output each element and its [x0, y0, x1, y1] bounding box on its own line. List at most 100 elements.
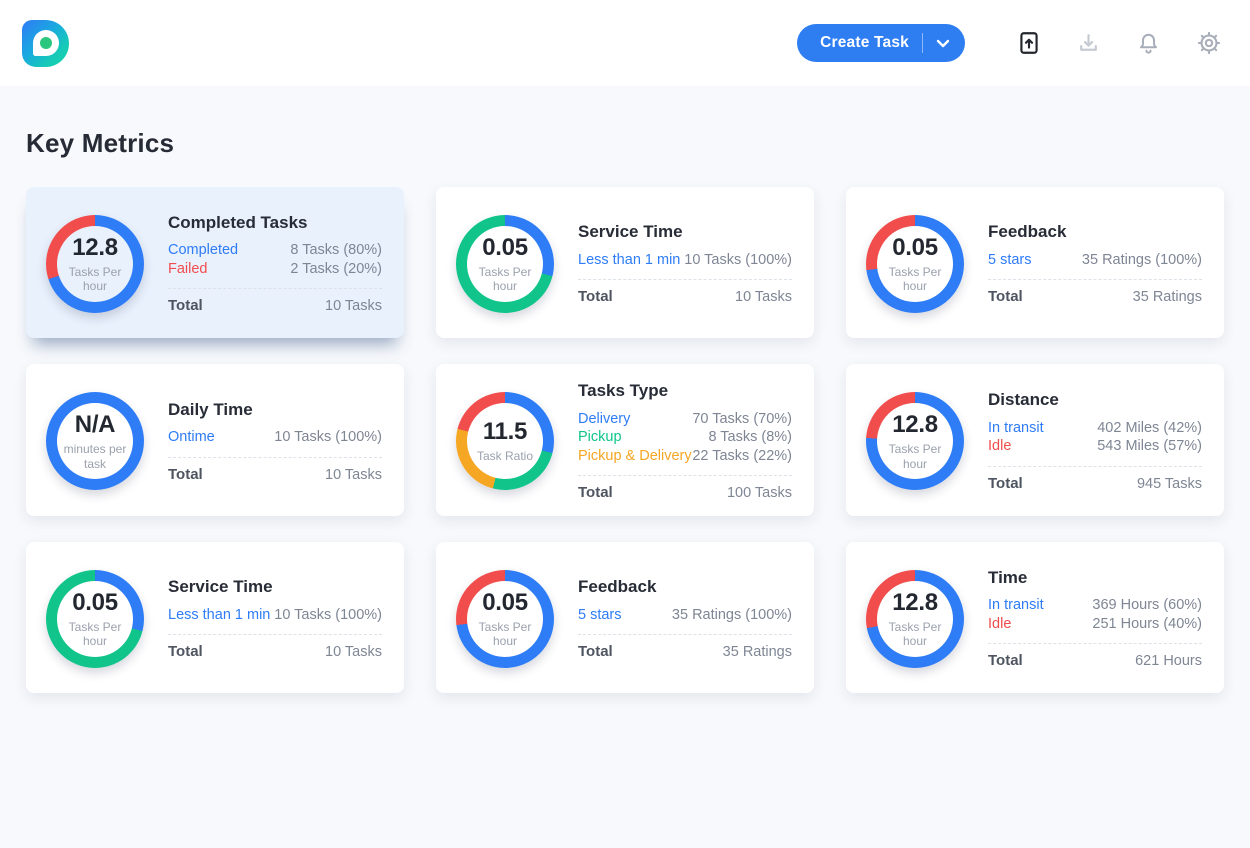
metric-value: 8 Tasks (80%) [290, 242, 382, 259]
metric-label[interactable]: Pickup & Delivery [578, 447, 692, 464]
metric-value: 22 Tasks (22%) [692, 447, 792, 464]
total-row: Total 10 Tasks [168, 297, 382, 314]
total-label: Total [168, 643, 203, 660]
logo-pin-shape [33, 29, 59, 56]
card-info: Service Time Less than 1 min 10 Tasks (100… [578, 222, 792, 305]
total-row: Total 35 Ratings [988, 288, 1202, 305]
dashed-divider [168, 634, 382, 635]
donut-center: 0.05 Tasks Per hour [456, 570, 554, 668]
donut-chart: 11.5 Task Ratio [456, 392, 554, 490]
chevron-down-icon[interactable] [936, 39, 950, 48]
metric-label[interactable]: 5 stars [578, 606, 622, 623]
donut-value: 12.8 [892, 588, 938, 616]
dashed-divider [168, 288, 382, 290]
metric-value: 8 Tasks (8%) [708, 429, 792, 445]
metric-card-feedback-2[interactable]: 0.05 Tasks Per hour Feedback 5 stars 35 Rati… [436, 542, 814, 693]
total-row: Total 35 Ratings [578, 643, 792, 660]
metric-label[interactable]: Delivery [578, 410, 631, 427]
metric-label[interactable]: Less than 1 min [168, 606, 271, 623]
metric-label[interactable]: Ontime [168, 429, 215, 445]
total-value: 35 Ratings [722, 644, 792, 660]
import-file-icon[interactable] [1015, 30, 1042, 57]
total-value: 100 Tasks [726, 485, 792, 501]
total-value: 10 Tasks [735, 289, 792, 305]
donut-chart: 0.05 Tasks Per hour [456, 569, 554, 668]
download-icon[interactable] [1075, 30, 1102, 57]
metric-label[interactable]: Failed [168, 260, 208, 277]
donut-value: 12.8 [892, 411, 938, 439]
metric-row: Less than 1 min 10 Tasks (100%) [168, 607, 382, 623]
total-value: 35 Ratings [1132, 289, 1202, 305]
card-info: Daily Time Ontime 10 Tasks (100%) Total 10 T… [168, 400, 382, 483]
donut-unit: minutes per task [63, 442, 127, 471]
total-value: 10 Tasks [325, 466, 382, 483]
metric-value: 10 Tasks (100%) [274, 429, 382, 445]
metric-label[interactable]: Idle [988, 438, 1012, 455]
card-title: Tasks Type [578, 381, 669, 400]
metric-card-daily-time[interactable]: N/A minutes per task Daily Time Ontime 10 Ta… [26, 364, 404, 516]
donut-value: 12.8 [72, 233, 118, 261]
create-task-button[interactable]: Create Task [797, 24, 965, 62]
total-row: Total 621 Hours [988, 652, 1202, 669]
metric-value: 35 Ratings (100%) [1081, 251, 1202, 268]
donut-value: 0.05 [482, 588, 528, 616]
donut-center: 12.8 Tasks Per hour [46, 215, 144, 313]
metric-card-completed-tasks[interactable]: 12.8 Tasks Per hour Completed Tasks Complet… [26, 187, 404, 338]
donut-hole [467, 403, 543, 479]
dashed-divider [578, 279, 792, 280]
metric-card-time[interactable]: 12.8 Tasks Per hour Time In transit 369 Hour… [846, 542, 1224, 693]
card-title: Time [988, 567, 1028, 587]
total-label: Total [988, 652, 1023, 670]
settings-gear-icon[interactable] [1195, 30, 1222, 57]
card-info: Feedback 5 stars 35 Ratings (100%) Total 35 … [578, 577, 792, 660]
metric-card-feedback-1[interactable]: 0.05 Tasks Per hour Feedback 5 stars 35 Rati… [846, 187, 1224, 338]
total-row: Total 10 Tasks [578, 288, 792, 305]
metric-row: Less than 1 min 10 Tasks (100%) [578, 252, 792, 268]
donut-unit: Tasks Per hour [478, 619, 532, 648]
metric-label[interactable]: 5 stars [988, 251, 1032, 268]
metric-row: Pickup 8 Tasks (8%) [578, 429, 792, 445]
metric-label[interactable]: Less than 1 min [578, 251, 681, 268]
card-info: Time In transit 369 Hours (60%) Idle 251 Hou… [988, 567, 1202, 669]
metric-value: 70 Tasks (70%) [692, 410, 792, 427]
metric-label[interactable]: In transit [988, 597, 1044, 614]
total-row: Total 100 Tasks [578, 484, 792, 501]
metric-rows: In transit 402 Miles (42%) Idle 543 Miles (… [988, 417, 1202, 457]
metric-card-service-time-1[interactable]: 0.05 Tasks Per hour Service Time Less than … [436, 187, 814, 338]
metric-row: Ontime 10 Tasks (100%) [168, 429, 382, 445]
metric-card-service-time-2[interactable]: 0.05 Tasks Per hour Service Time Less than … [26, 542, 404, 693]
metric-rows: 5 stars 35 Ratings (100%) [578, 604, 792, 625]
metric-card-tasks-type[interactable]: 11.5 Task Ratio Tasks Type Delivery 70 Tasks… [436, 364, 814, 516]
card-title: Service Time [168, 577, 273, 596]
donut-hole [877, 580, 953, 657]
metric-rows: 5 stars 35 Ratings (100%) [988, 249, 1202, 270]
total-label: Total [578, 484, 613, 501]
total-row: Total 10 Tasks [168, 466, 382, 483]
metric-label[interactable]: Idle [988, 615, 1012, 632]
metric-label[interactable]: Completed [168, 242, 239, 259]
metric-label[interactable]: Pickup [578, 429, 622, 445]
total-row: Total 945 Tasks [988, 475, 1202, 492]
card-title: Daily Time [168, 399, 253, 419]
logo-dot [40, 36, 52, 49]
donut-unit: Task Ratio [476, 449, 534, 464]
metric-row: Delivery 70 Tasks (70%) [578, 411, 792, 427]
metric-value: 369 Hours (60%) [1092, 597, 1202, 614]
donut-unit: Tasks Per hour [888, 264, 942, 293]
metric-row: Idle 543 Miles (57%) [988, 438, 1202, 454]
donut-center: 0.05 Tasks Per hour [866, 215, 964, 313]
metric-card-distance[interactable]: 12.8 Tasks Per hour Distance In transit 402 … [846, 364, 1224, 516]
key-metrics-page: Key Metrics 12.8 Tasks Per hour Completed … [0, 128, 1250, 693]
metric-row: Idle 251 Hours (40%) [988, 616, 1202, 632]
card-info: Completed Tasks Completed 8 Tasks (80%) Fai… [168, 213, 382, 314]
donut-hole [57, 403, 133, 479]
total-value: 10 Tasks [325, 298, 382, 315]
donut-chart: 12.8 Tasks Per hour [46, 214, 144, 313]
donut-value: 0.05 [892, 233, 938, 261]
total-label: Total [168, 465, 203, 483]
donut-chart: N/A minutes per task [46, 392, 144, 490]
app-logo[interactable] [22, 19, 69, 67]
metric-label[interactable]: In transit [988, 419, 1044, 436]
notifications-bell-icon[interactable] [1135, 30, 1162, 57]
metric-value: 2 Tasks (20%) [290, 260, 382, 277]
